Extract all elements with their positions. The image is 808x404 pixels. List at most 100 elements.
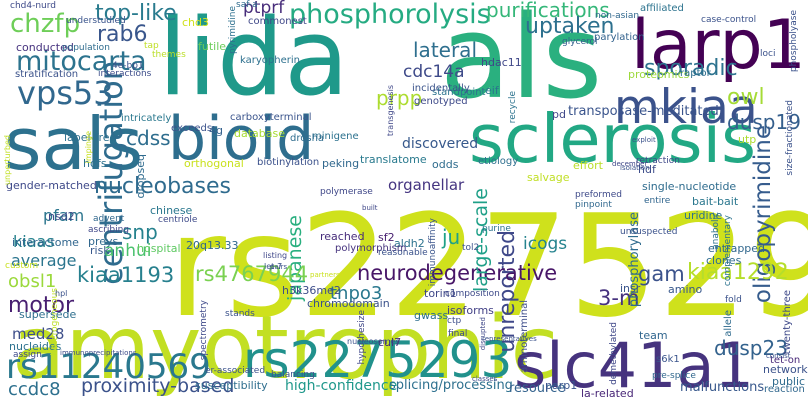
word-advent: advent <box>93 214 125 224</box>
word-parp1: parp1 <box>545 379 578 392</box>
word-etiology: etiology <box>478 156 519 167</box>
word-eif: eif <box>485 84 499 97</box>
word-gwass: gwass <box>414 309 449 322</box>
word-kiaas: kiaas <box>13 232 55 251</box>
word-unsuspected: unsuspected <box>620 227 678 237</box>
word-kiaa1193: kiaa1193 <box>77 263 175 287</box>
word-size-fractionated: size-fractionated <box>785 100 795 176</box>
word-amyotrophic: amyotrophic <box>12 297 559 399</box>
word-rs11240569: rs11240569 <box>6 347 211 387</box>
word-conducted: conducted <box>16 41 74 54</box>
word-owl: owl <box>727 85 765 110</box>
word-team: team <box>639 329 668 342</box>
word-reasonable: reasonable <box>378 248 428 258</box>
word-salvage: salvage <box>527 171 570 184</box>
word-top-like: top-like <box>95 1 177 26</box>
word-anhui: anhui <box>104 241 152 261</box>
word-dropseq: dropseq <box>134 154 147 199</box>
word-preformed: preformed <box>575 190 622 200</box>
word-torin1: torin1 <box>424 287 457 300</box>
word-entrapped: entrapped <box>708 242 766 255</box>
word-network: network <box>763 363 808 376</box>
word-als: als <box>440 0 603 125</box>
word-built: built <box>362 204 378 212</box>
word-nucleosomes: nucleosomes <box>347 337 400 346</box>
word-slc41a1: slc41a1 <box>514 329 754 402</box>
word-affiliated: affiliated <box>640 3 684 14</box>
word-dusp23: dusp23 <box>714 336 788 360</box>
word-ju: ju <box>442 225 461 249</box>
word-splicing-processing: splicing/processing <box>389 378 513 393</box>
word-snp: snp <box>122 220 158 244</box>
word-classes: classes <box>472 375 498 383</box>
word-interactions: interactions <box>98 69 152 79</box>
word-insr: insr <box>620 282 641 295</box>
word-purifications: purifications <box>486 0 610 22</box>
word-tap: tap <box>144 41 159 51</box>
word-database: database <box>234 127 285 140</box>
word-clones: clones <box>706 254 742 267</box>
word-retraction: retraction <box>636 156 680 166</box>
word-assign: assign <box>13 350 42 360</box>
word-consist: consist <box>766 352 791 360</box>
word-commonest: commonest <box>248 16 307 27</box>
word-hospital: hospital <box>137 242 181 255</box>
word-recycle: recycle <box>508 91 518 124</box>
word-supersede: supersede <box>19 308 77 321</box>
word-utp: utp <box>738 133 757 146</box>
word-lateral: lateral <box>413 38 477 62</box>
word-high-confidence: high-confidence <box>285 378 398 394</box>
word-ccdc8: ccdc8 <box>8 379 61 400</box>
word-chromodomain: chromodomain <box>307 297 390 310</box>
word-med28: med28 <box>12 325 65 343</box>
word-label-free: label-free <box>64 131 117 144</box>
word-hpl: hpl <box>55 289 68 298</box>
word-karyopherin: karyopherin <box>240 55 300 66</box>
word-intricately: intricately <box>121 113 172 124</box>
word-final: final <box>448 329 468 339</box>
word-composition: composition <box>445 289 500 299</box>
word-public: public <box>772 375 806 388</box>
word-cdss: cdss <box>126 126 171 150</box>
word-pfam: pfam <box>43 206 85 225</box>
word-pd: pd <box>552 108 566 121</box>
word-cul7: cul7 <box>378 336 402 349</box>
word-themes: themes <box>152 50 186 60</box>
word-icogs: icogs <box>523 234 568 254</box>
word-phospholyase: phospholyase <box>789 10 799 73</box>
word-hdfs: hdfs <box>83 157 107 170</box>
word-preys: preys <box>88 235 119 248</box>
word-isolation: isolation <box>620 164 650 172</box>
word-tet-on: tet-on <box>770 355 801 366</box>
word-bait-bait: bait-bait <box>692 195 739 208</box>
word-3-m: 3-m <box>598 286 640 310</box>
word-aldh2: aldh2 <box>394 237 425 250</box>
word-la-related: la-related <box>581 387 634 400</box>
word-polymerase: polymerase <box>320 187 373 197</box>
word-4e-bp1: 4e-bp1 <box>112 61 144 71</box>
word-lida: lida <box>158 0 350 119</box>
word-chd3: chd3 <box>182 16 210 29</box>
word-phosphorolysis: phosphorolysis <box>289 0 491 30</box>
word-partners: partners <box>310 271 340 279</box>
word-minigene: minigene <box>312 131 359 142</box>
word-ascribing: ascribing <box>88 225 129 235</box>
word-disrupted: disrupted <box>479 317 487 351</box>
word-20q13.33: 20q13.33 <box>186 239 239 252</box>
word-uptaken: uptaken <box>525 14 615 39</box>
word-chinese: chinese <box>150 204 193 217</box>
word-obsl1: obsl1 <box>8 271 57 292</box>
word-genotyped: genotyped <box>414 96 468 107</box>
word-organellar: organellar <box>388 176 465 194</box>
word-interactome: interactome <box>12 236 79 249</box>
word-risk: risk <box>90 244 110 257</box>
word-effort: effort <box>573 159 603 172</box>
word-kiaa1292: kiaa1292 <box>687 260 789 285</box>
word-anabolic: anabolic <box>711 212 721 250</box>
word-sporadic: sporadic <box>644 56 738 81</box>
word-vps53: vps53 <box>17 74 114 112</box>
word-exploit: exploit <box>632 136 656 144</box>
word-sf2: sf2 <box>378 231 395 244</box>
word-discovered: discovered <box>402 136 479 152</box>
word-custom: custom <box>5 261 39 271</box>
